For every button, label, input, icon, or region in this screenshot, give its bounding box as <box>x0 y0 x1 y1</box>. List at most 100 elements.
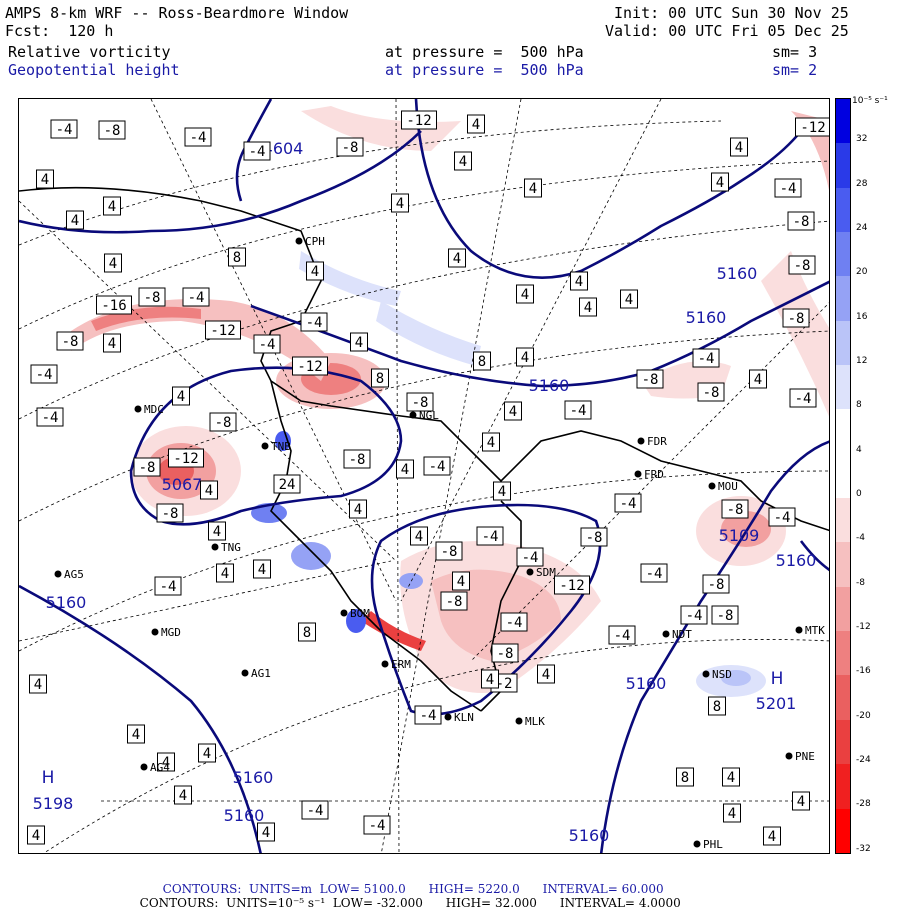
svg-text:4: 4 <box>177 389 185 405</box>
svg-text:4: 4 <box>498 484 506 500</box>
svg-text:-4: -4 <box>249 144 266 160</box>
vorticity-contour-label: -8 <box>787 211 815 231</box>
station-label: AG4 <box>150 761 170 774</box>
colorbar-swatch <box>836 143 850 188</box>
vorticity-contour-label: 4 <box>579 297 597 317</box>
vorticity-contour-label: -4 <box>363 815 391 835</box>
footer-vort-interval: 4.0000 <box>638 896 681 910</box>
vorticity-contour-label: 4 <box>253 559 271 579</box>
vorticity-contour-label: -8 <box>133 457 161 477</box>
colorbar-tick-label: 8 <box>856 400 862 411</box>
station-marker: AG4 <box>140 761 170 774</box>
station-marker: CPH <box>295 235 325 248</box>
station-label: NSD <box>712 668 732 681</box>
station-marker: AG5 <box>54 568 84 581</box>
vorticity-contour-label: -4 <box>50 119 78 139</box>
svg-text:-4: -4 <box>698 351 715 367</box>
svg-text:-4: -4 <box>307 803 324 819</box>
svg-text:-8: -8 <box>104 123 121 139</box>
svg-text:-4: -4 <box>482 529 499 545</box>
station-label: PHL <box>703 838 723 851</box>
svg-text:-4: -4 <box>774 510 791 526</box>
vorticity-contour-label: -8 <box>406 392 434 412</box>
vorticity-contour-label: 4 <box>730 137 748 157</box>
forecast-hour: Fcst: 120 h <box>5 22 114 40</box>
colorbar-tick-label: 16 <box>856 311 868 322</box>
svg-text:-4: -4 <box>522 550 539 566</box>
footer-height-contours: CONTOURS: UNITS=m LOW= 5100.0 HIGH= 5220… <box>155 868 664 896</box>
svg-text:4: 4 <box>487 435 495 451</box>
vorticity-contour-label: 4 <box>516 347 534 367</box>
station-label: TNB <box>271 440 291 453</box>
vorticity-contour-label: 4 <box>350 332 368 352</box>
vorticity-contour-label: 4 <box>306 261 324 281</box>
station-marker: AG1 <box>241 667 271 680</box>
colorbar-tick-label: -8 <box>856 577 865 588</box>
height-contour-label: 5198 <box>33 794 74 813</box>
svg-text:4: 4 <box>529 181 537 197</box>
height-contour-label: 5160 <box>529 376 570 395</box>
footer-vorticity-contours: CONTOURS: UNITS=10⁻⁵ s⁻¹ LOW= -32.000 HI… <box>132 882 681 910</box>
vorticity-contour-label: -4 <box>154 576 182 596</box>
station-marker: PNE <box>785 750 815 763</box>
height-labels: 5160 5160 5160 5160 5160 5160 5160 5160 5160 5067… <box>33 139 817 845</box>
vorticity-contour-label: -8 <box>435 541 463 561</box>
colorbar-tick-label: -12 <box>856 622 871 633</box>
footer-vort-prefix: CONTOURS: UNITS=10⁻⁵ s⁻¹ LOW= <box>139 896 374 910</box>
svg-text:-8: -8 <box>586 530 603 546</box>
station-marker: FRD <box>634 468 664 481</box>
colorbar-swatch <box>836 675 850 720</box>
svg-text:-4: -4 <box>160 579 177 595</box>
svg-text:-8: -8 <box>162 506 179 522</box>
vorticity-contour-label: 4 <box>749 369 767 389</box>
svg-text:4: 4 <box>41 172 49 188</box>
colorbar-swatch <box>836 187 850 233</box>
height-contour-label: 5160 <box>46 593 87 612</box>
vorticity-contour-label: -4 <box>301 800 329 820</box>
field2-smoothing: sm= 2 <box>772 61 818 79</box>
svg-text:-4: -4 <box>369 818 386 834</box>
svg-text:4: 4 <box>727 770 735 786</box>
field2-level: at pressure = 500 hPa <box>385 61 584 79</box>
svg-text:4: 4 <box>396 196 404 212</box>
vorticity-contour-label: -8 <box>156 503 184 523</box>
footer-vort-interval-label: INTERVAL= <box>559 896 635 910</box>
height-contour-label: 5160 <box>224 806 265 825</box>
colorbar-swatch <box>836 586 850 632</box>
station-label: CPH <box>305 235 325 248</box>
footer-vort-high-label: HIGH= <box>445 896 492 910</box>
station-marker: ERM <box>381 658 411 671</box>
svg-text:4: 4 <box>258 562 266 578</box>
svg-text:4: 4 <box>797 794 805 810</box>
svg-text:-8: -8 <box>708 577 725 593</box>
vorticity-contour-label: -4 <box>414 705 442 725</box>
svg-text:4: 4 <box>735 140 743 156</box>
vorticity-contour-label: -4 <box>608 625 636 645</box>
height-contour-label: 5067 <box>162 475 203 494</box>
vorticity-contour-label: -4 <box>640 563 668 583</box>
svg-text:-4: -4 <box>686 608 703 624</box>
svg-text:4: 4 <box>32 828 40 844</box>
vorticity-contour-label: -4 <box>614 493 642 513</box>
pressure-extrema: HH <box>42 669 784 788</box>
footer-height-prefix: CONTOURS: UNITS=m LOW= <box>162 882 360 896</box>
vorticity-contour-label: -4 <box>774 178 802 198</box>
vorticity-contour-label: 4 <box>454 151 472 171</box>
vorticity-contour-label: -8 <box>697 382 725 402</box>
station-label: ERM <box>391 658 411 671</box>
footer-height-high-label: HIGH= <box>428 882 474 896</box>
vorticity-contour-label: 4 <box>493 481 511 501</box>
colorbar-swatch <box>836 808 850 853</box>
vorticity-contour-label: 4 <box>504 401 522 421</box>
station-markers: CPH MDC TNB NGL FDR FRD MOU AG5 MGD AG1 AG4 BOM SDM N… <box>54 235 825 851</box>
vorticity-contour-label: 8 <box>228 247 246 267</box>
vorticity-contour-label: -4 <box>423 456 451 476</box>
footer-height-low: 5100.0 <box>363 882 406 896</box>
colorbar-swatch <box>836 409 850 454</box>
vorticity-contour-label: -4 <box>516 547 544 567</box>
colorbar-tick-label: 32 <box>856 134 868 145</box>
svg-text:4: 4 <box>108 336 116 352</box>
svg-text:4: 4 <box>716 175 724 191</box>
svg-text:4: 4 <box>162 755 170 771</box>
vorticity-contour-label: -8 <box>782 308 810 328</box>
